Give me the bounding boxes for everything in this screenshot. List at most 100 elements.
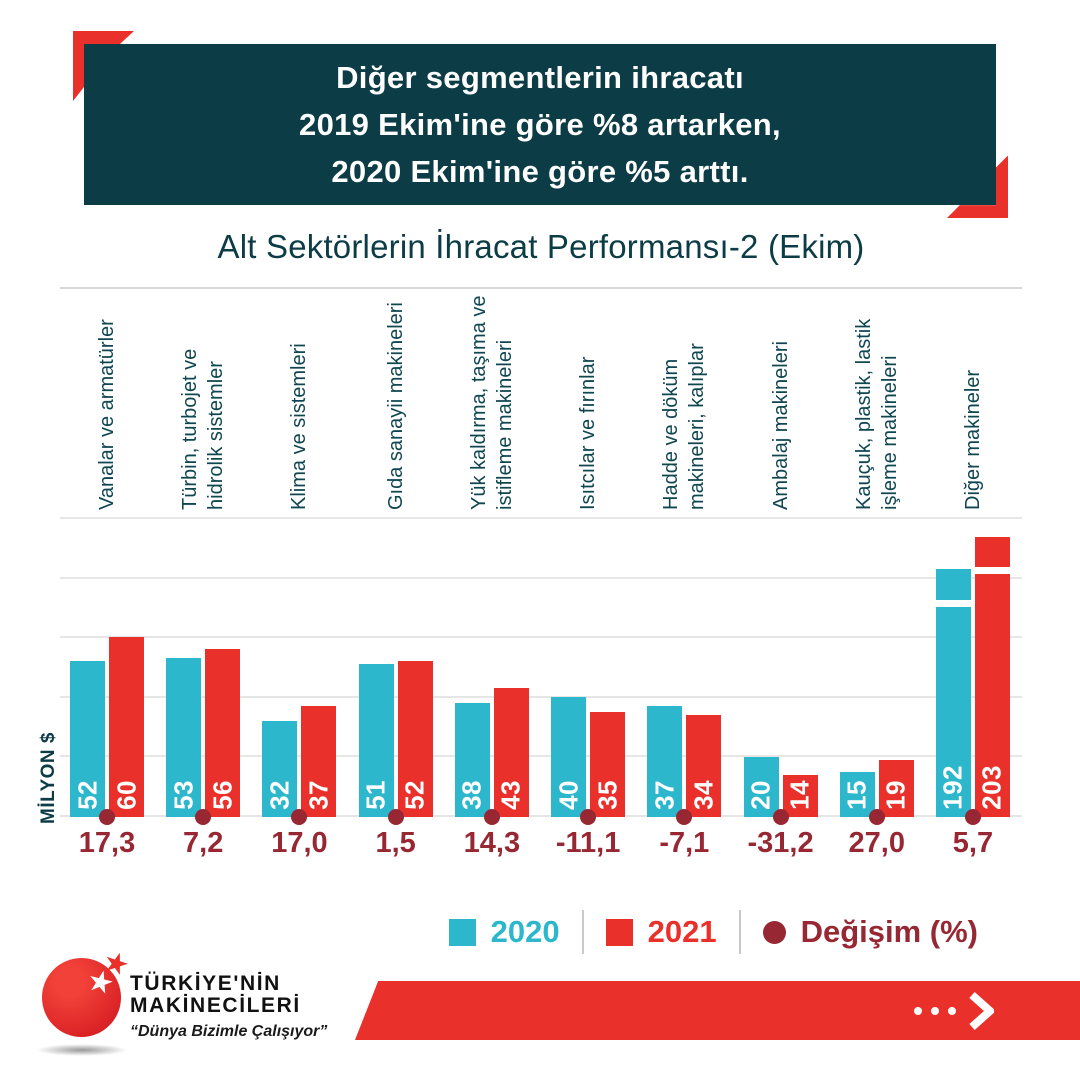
change-value: -31,2 — [747, 827, 814, 859]
category-label-column: Vanalar ve armatürler — [70, 294, 144, 510]
bar-2021: 56 — [205, 649, 241, 817]
bar-break-cap — [974, 537, 1010, 567]
bar-2021: 37 — [301, 706, 337, 817]
bar-group: 38 43 — [454, 517, 529, 825]
change-value: 5,7 — [952, 827, 994, 859]
bar-group: 15 19 — [839, 517, 914, 825]
legend-change-dot-icon — [762, 920, 786, 944]
chart-title: Alt Sektörlerin İhracat Performansı-2 (E… — [217, 228, 865, 265]
category-label-column: Isıtcılar ve fırınlar — [551, 294, 625, 510]
change-dot — [483, 809, 500, 825]
bar-value-2020: 32 — [264, 780, 295, 810]
legend-label-2020: 2020 — [490, 914, 560, 949]
gridline — [60, 577, 1022, 579]
bar-2020: 40 — [551, 697, 587, 817]
bar-groups: 52 60 53 56 32 37 51 52 38 43 40 35 37 34 20 14 15 19 192 2… — [60, 517, 1022, 825]
category-label: Yük kaldırma, taşıma ve istifleme makine… — [467, 295, 516, 510]
legend: 2020 2021 Değişim (%) — [448, 908, 978, 956]
bar-2020: 38 — [454, 703, 490, 817]
category-label-column: Yük kaldırma, taşıma ve istifleme makine… — [455, 294, 529, 510]
category-label: Vanalar ve armatürler — [96, 319, 118, 510]
category-label: Türbin, turbojet ve hidrolik sistemler — [179, 348, 228, 510]
bar-2021: 43 — [493, 688, 529, 817]
bar-value-2021: 60 — [111, 780, 141, 810]
bar-value-2021: 52 — [399, 780, 430, 810]
legend-divider — [581, 910, 584, 954]
bar-2021: 34 — [686, 715, 722, 817]
change-dot — [772, 809, 789, 825]
logo-title-line1: TÜRKİYE'NİN — [130, 972, 281, 995]
category-label: Gıda sanayii makineleri — [384, 302, 407, 510]
headline-line3: 2020 Ekim'ine göre %5 arttı. — [331, 154, 749, 190]
bar-value-2021: 14 — [784, 780, 815, 810]
ellipsis-dot-icon — [948, 1006, 956, 1015]
bar-2021: 35 — [590, 712, 626, 817]
bar-value-2021: 19 — [880, 780, 911, 810]
bar-value-2020: 37 — [649, 780, 680, 810]
bar-value-2021: 203 — [976, 765, 1007, 810]
change-dot — [964, 809, 981, 825]
bar-value-2020: 192 — [937, 765, 968, 810]
bar-group: 52 60 — [70, 517, 144, 825]
bar-group: 32 37 — [262, 517, 337, 825]
more-arrow-button[interactable] — [914, 991, 994, 1030]
bar-main-segment: 192 — [935, 607, 971, 817]
bar-2020: 20 — [743, 757, 779, 817]
bar-2020: 192 — [935, 569, 971, 817]
change-value: 1,5 — [375, 827, 416, 859]
ellipsis-dot-icon — [914, 1006, 922, 1015]
bar-chart: 52 60 53 56 32 37 51 52 38 43 40 35 37 34 20 14 15 19 192 2… — [60, 517, 1022, 825]
gridline — [60, 696, 1022, 698]
logo-title-line2: MAKİNECİLERİ — [130, 994, 301, 1017]
logo-shadow — [36, 1044, 128, 1056]
gridline — [60, 755, 1022, 757]
change-value: -11,1 — [555, 827, 621, 859]
category-label: Diğer makineler — [961, 369, 984, 510]
change-value: 14,3 — [463, 827, 521, 859]
bar-2021: 203 — [974, 537, 1010, 817]
bar-2020: 32 — [262, 721, 298, 817]
category-label-column: Gıda sanayii makineleri — [359, 294, 433, 510]
bar-value-2021: 34 — [688, 780, 719, 810]
legend-label-change: Değişim (%) — [800, 914, 978, 949]
bar-main-segment: 203 — [974, 574, 1010, 817]
change-values-row: 17,3 7,2 17,0 1,5 14,3 -11,1 -7,1 -31,2 27,0 5,7 — [60, 827, 1022, 860]
logo-tagline: “Dünya Bizimle Çalışıyor” — [130, 1023, 328, 1040]
footer-band — [355, 981, 1080, 1040]
bar-value-2020: 52 — [72, 780, 102, 810]
bar-2021: 52 — [397, 661, 433, 817]
headline-banner: Diğer segmentlerin ihracatı 2019 Ekim'in… — [84, 44, 996, 205]
bar-value-2020: 40 — [553, 780, 584, 810]
change-value: 17,3 — [78, 827, 136, 859]
bar-group: 37 34 — [647, 517, 722, 825]
category-labels-row: Vanalar ve armatürler Türbin, turbojet ve… — [60, 294, 1022, 510]
category-label-column: Klima ve sistemleri — [262, 294, 336, 510]
ellipsis-dot-icon — [931, 1006, 939, 1015]
bar-2021: 14 — [782, 775, 818, 817]
title-separator — [60, 287, 1022, 289]
bar-group: 20 14 — [743, 517, 818, 825]
change-dot — [387, 809, 404, 825]
legend-label-2021: 2021 — [647, 914, 717, 949]
bar-2021: 19 — [878, 760, 914, 817]
legend-divider — [738, 910, 741, 954]
bar-2020: 52 — [70, 661, 105, 817]
change-value: 27,0 — [848, 827, 905, 859]
category-label: Klima ve sistemleri — [288, 343, 311, 510]
change-dot — [291, 809, 308, 825]
change-dot — [99, 809, 115, 825]
bar-group: 192 203 — [935, 517, 1010, 825]
bar-value-2020: 20 — [745, 780, 776, 810]
bar-2020: 51 — [358, 664, 394, 817]
change-value: 17,0 — [271, 827, 328, 859]
bar-value-2021: 43 — [495, 780, 526, 810]
gridline — [60, 815, 1022, 817]
bar-value-2021: 56 — [207, 780, 238, 810]
category-label-column: Diğer makineler — [936, 294, 1010, 510]
change-dot — [195, 809, 212, 825]
legend-swatch-2020 — [448, 918, 476, 946]
bar-value-2021: 35 — [592, 780, 623, 810]
change-dot — [580, 809, 597, 825]
chevron-right-icon — [969, 991, 994, 1030]
